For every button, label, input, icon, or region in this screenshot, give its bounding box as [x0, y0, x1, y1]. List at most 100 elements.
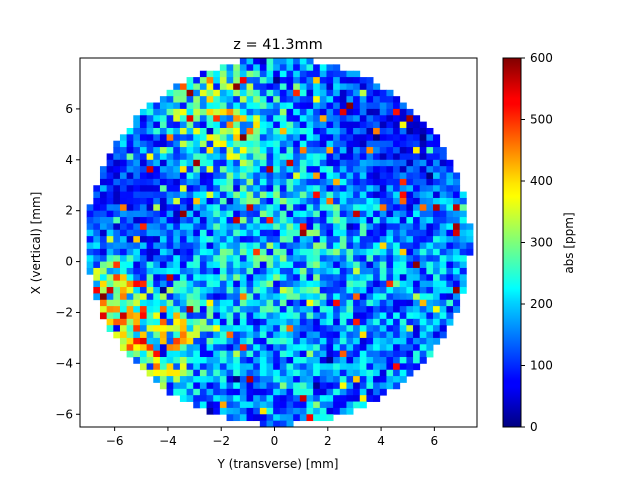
heatmap-cell	[379, 96, 387, 103]
heatmap-cell	[226, 274, 234, 282]
heatmap-cell	[266, 204, 274, 212]
heatmap-cell	[339, 121, 347, 129]
heatmap-cell	[293, 407, 301, 415]
heatmap-cell	[386, 248, 394, 256]
heatmap-cell	[279, 89, 287, 97]
heatmap-cell	[99, 172, 108, 180]
heatmap-cell	[286, 147, 294, 154]
heatmap-cell	[326, 217, 334, 224]
heatmap-cell	[433, 172, 441, 180]
heatmap-cell	[426, 242, 434, 250]
heatmap-cell	[239, 178, 247, 186]
heatmap-cell	[253, 331, 261, 339]
heatmap-cell	[239, 223, 247, 231]
heatmap-cell	[99, 229, 108, 237]
heatmap-cell	[326, 407, 334, 415]
heatmap-cell	[119, 229, 128, 237]
heatmap-cell	[346, 242, 354, 250]
heatmap-cell	[239, 306, 247, 313]
heatmap-cell	[219, 274, 227, 282]
heatmap-cell	[306, 197, 314, 205]
heatmap-cell	[286, 280, 294, 288]
heatmap-cell	[273, 134, 281, 142]
heatmap-cell	[213, 210, 221, 218]
heatmap-cell	[273, 89, 281, 97]
heatmap-cell	[239, 401, 247, 409]
heatmap-cell	[393, 210, 401, 218]
heatmap-cell	[306, 312, 314, 320]
heatmap-cell	[366, 274, 374, 282]
heatmap-cell	[226, 388, 234, 396]
heatmap-cell	[286, 217, 294, 224]
heatmap-cell	[279, 242, 287, 250]
heatmap-cell	[246, 255, 254, 262]
heatmap-cell	[393, 261, 401, 269]
heatmap-cell	[119, 191, 128, 199]
heatmap-cell	[339, 185, 347, 192]
heatmap-cell	[99, 287, 108, 294]
heatmap-cell	[146, 306, 154, 313]
heatmap-cell	[379, 159, 387, 167]
heatmap-cell	[153, 102, 161, 110]
heatmap-cell	[199, 274, 207, 282]
heatmap-cell	[206, 96, 214, 103]
heatmap-cell	[406, 287, 414, 294]
heatmap-cell	[253, 217, 261, 224]
heatmap-cell	[286, 357, 294, 364]
heatmap-cell	[106, 306, 114, 313]
heatmap-cell	[213, 70, 221, 78]
heatmap-cell	[219, 242, 227, 250]
heatmap-cell	[293, 134, 301, 142]
heatmap-cell	[159, 191, 167, 199]
y-axis-label: X (vertical) [mm]	[29, 192, 43, 295]
heatmap-cell	[353, 325, 361, 332]
heatmap-cell	[273, 96, 281, 103]
heatmap-cell	[393, 369, 401, 377]
heatmap-cell	[326, 261, 334, 269]
heatmap-cell	[373, 229, 381, 237]
heatmap-cell	[199, 388, 207, 396]
heatmap-cell	[253, 293, 261, 301]
heatmap-cell	[353, 388, 361, 396]
heatmap-cell	[133, 147, 141, 154]
heatmap-cell	[399, 248, 407, 256]
heatmap-cell	[439, 248, 447, 256]
heatmap-cell	[246, 58, 254, 65]
heatmap-cell	[253, 287, 261, 294]
heatmap-cell	[246, 280, 254, 288]
heatmap-cell	[219, 115, 227, 123]
heatmap-cell	[326, 344, 334, 352]
heatmap-cell	[286, 287, 294, 294]
heatmap-cell	[206, 382, 214, 390]
heatmap-cell	[173, 293, 181, 301]
heatmap-cell	[159, 280, 167, 288]
heatmap-cell	[333, 306, 341, 313]
heatmap-cell	[193, 197, 201, 205]
heatmap-cell	[253, 344, 261, 352]
heatmap-cell	[133, 204, 141, 212]
heatmap-cell	[359, 280, 367, 288]
heatmap-cell	[153, 178, 161, 186]
heatmap-cell	[353, 166, 361, 173]
heatmap-cell	[426, 159, 434, 167]
heatmap-cell	[279, 96, 287, 103]
heatmap-cell	[373, 306, 381, 313]
heatmap-cell	[139, 108, 148, 116]
heatmap-cell	[319, 407, 327, 415]
heatmap-cell	[246, 337, 254, 345]
heatmap-cell	[239, 331, 247, 339]
heatmap-cell	[333, 280, 341, 288]
heatmap-cell	[366, 344, 374, 352]
heatmap-cell	[173, 191, 181, 199]
heatmap-cell	[286, 185, 294, 192]
heatmap-cell	[273, 325, 281, 332]
heatmap-cell	[159, 127, 167, 135]
heatmap-cell	[146, 267, 154, 275]
heatmap-cell	[239, 127, 247, 135]
heatmap-cell	[106, 159, 114, 167]
heatmap-cell	[166, 299, 174, 307]
heatmap-cell	[333, 147, 341, 154]
heatmap-cell	[399, 369, 407, 377]
heatmap-cell	[179, 147, 187, 154]
heatmap-cell	[366, 96, 374, 103]
